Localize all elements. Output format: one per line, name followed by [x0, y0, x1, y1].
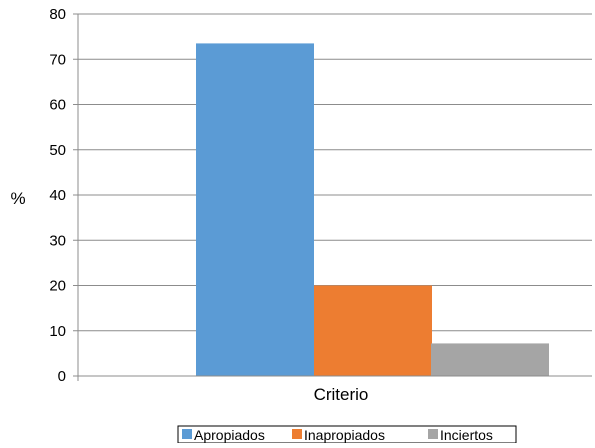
legend-swatch-inapropiados [292, 429, 302, 439]
gridlines [73, 13, 592, 377]
bar-inapropiados [314, 285, 432, 376]
legend-label-inciertos: Inciertos [440, 427, 493, 443]
legend-label-apropiados: Apropiados [194, 427, 265, 443]
legend-swatch-apropiados [182, 429, 192, 439]
y-tick-label: 60 [49, 97, 66, 114]
y-tick-label: 30 [49, 232, 66, 249]
y-tick-label: 20 [49, 278, 66, 295]
legend: Apropiados Inapropiados Inciertos [177, 425, 517, 444]
legend-label-inapropiados: Inapropiados [304, 427, 385, 443]
y-tick-label: 40 [49, 187, 66, 204]
bars [196, 43, 549, 376]
y-tick-label: 0 [58, 368, 66, 385]
category-label: Criterio [314, 385, 369, 404]
axes [77, 14, 592, 381]
y-tick-label: 10 [49, 323, 66, 340]
bar-apropiados [196, 43, 314, 376]
legend-swatch-inciertos [428, 429, 438, 439]
y-tick-labels: 0 10 20 30 40 50 60 70 80 [49, 6, 66, 385]
y-tick-label: 70 [49, 51, 66, 68]
bar-inciertos [431, 343, 549, 376]
y-axis-label: % [10, 189, 25, 208]
y-tick-label: 80 [49, 6, 66, 23]
y-tick-label: 50 [49, 142, 66, 159]
